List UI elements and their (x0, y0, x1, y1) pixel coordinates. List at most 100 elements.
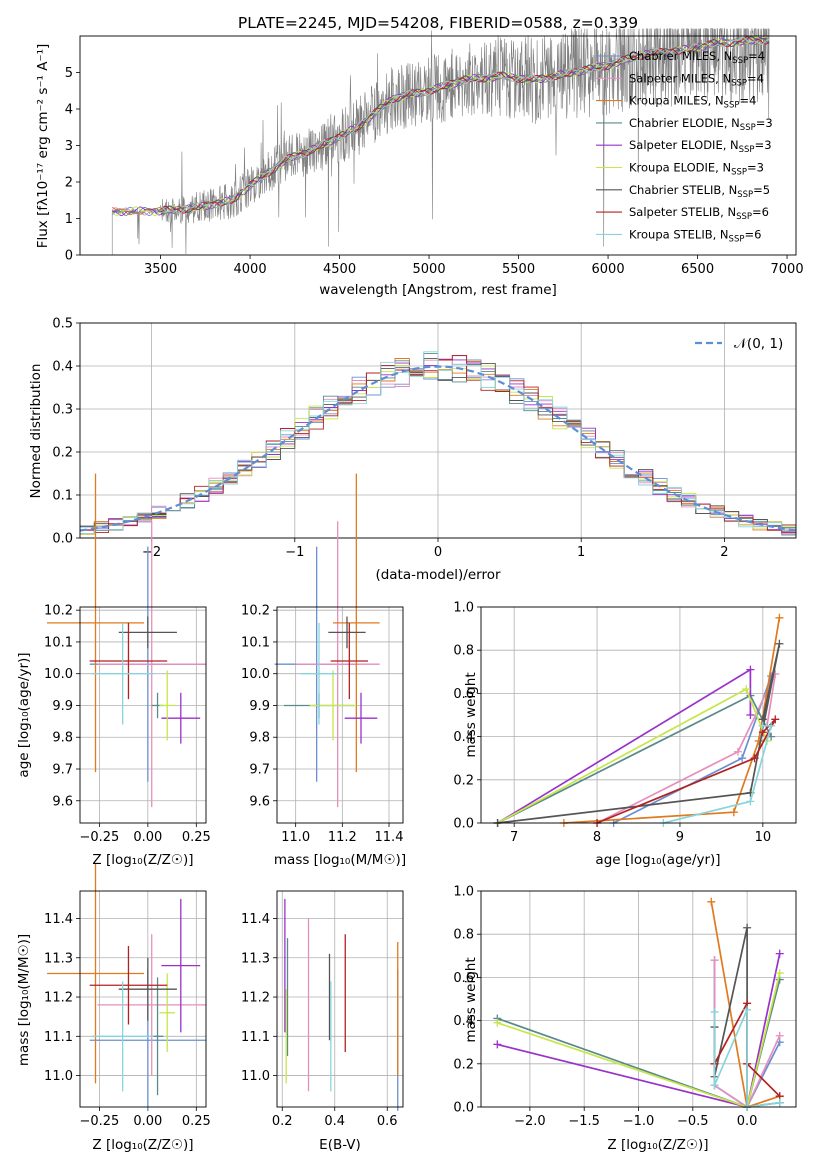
legend-entry: Chabrier MILES, NSSP=4 (629, 49, 765, 66)
y-tick-label: 0.0 (453, 1101, 474, 1116)
weight-marker (754, 736, 763, 745)
x-tick-label: 4500 (323, 262, 356, 277)
plot-area (274, 473, 380, 808)
agez-xlabel: Z [log₁₀(Z/Z☉)] (92, 852, 193, 868)
axes-frame (79, 322, 797, 539)
y-tick-label: 11.0 (241, 1069, 270, 1084)
grid (80, 891, 206, 1107)
y-tick-label: 0.2 (453, 773, 474, 788)
wz-ylabel: mass weight (463, 957, 479, 1042)
x-tick-label: 11.4 (375, 830, 404, 845)
y-tick-label: 11.2 (241, 991, 270, 1006)
masse-xlabel: E(B-V) (319, 1137, 361, 1153)
axes-frame (480, 890, 797, 1108)
x-tick-label: 11.2 (328, 830, 357, 845)
weight-marker (775, 639, 784, 648)
weight-marker (775, 1098, 784, 1107)
weight-marker (707, 897, 716, 906)
weight-marker (771, 715, 780, 724)
weight-marker (493, 1018, 502, 1027)
axes-frame (276, 606, 404, 824)
y-tick-label: 9.9 (52, 699, 73, 714)
x-tick-label: 0.25 (182, 1114, 211, 1129)
y-tick-label: 11.3 (44, 951, 73, 966)
spectrum-xlabel: wavelength [Angstrom, rest frame] (319, 282, 557, 298)
weight-marker (710, 1007, 719, 1016)
y-tick-label: 0.8 (453, 928, 474, 943)
weight-marker (750, 754, 759, 763)
legend-entry: Salpeter MILES, NSSP=4 (629, 71, 764, 88)
weight-marker (742, 685, 751, 694)
y-tick-label: 0.6 (453, 687, 474, 702)
agez-ylabel: age [log₁₀(age/yr)] (16, 652, 32, 777)
plot-area (284, 898, 399, 1111)
weight-marker (733, 747, 742, 756)
model-kroupa-elodie (111, 36, 769, 216)
y-tick-label: 0 (65, 249, 73, 264)
weight-line (497, 668, 752, 824)
x-tick-label: 0.4 (324, 1114, 345, 1129)
y-tick-label: 0.2 (52, 446, 73, 461)
y-tick-label: 4 (65, 103, 73, 118)
weight-marker (746, 711, 755, 719)
weight-marker (710, 956, 719, 965)
y-tick-label: 9.9 (249, 699, 270, 714)
plot-area: 𝒩(0, 1) (79, 336, 797, 536)
x-tick-label: −0.25 (79, 1114, 119, 1129)
y-tick-label: 0.5 (52, 317, 73, 332)
y-tick-label: 10.0 (241, 667, 270, 682)
age-vs-z-panel: −0.25 0.00 0.25 9.6 9.7 9.8 9.9 10.0 10.1 10.2 (44, 473, 211, 845)
x-tick-label: −1.0 (623, 1114, 655, 1129)
y-tick-label: 10.2 (241, 604, 270, 619)
y-tick-label: 0.3 (52, 403, 73, 418)
x-tick-label: 6000 (592, 262, 625, 277)
x-tick-label: 3500 (144, 262, 177, 277)
y-tick-label: 0.0 (52, 532, 73, 547)
axes-frame (79, 35, 797, 256)
histogram-ylabel: Normed distribution (28, 364, 44, 499)
y-tick-label: 0.1 (52, 489, 73, 504)
y-tick-label: 9.7 (52, 763, 73, 778)
axes-frame (276, 890, 404, 1108)
x-tick-label: 8 (593, 830, 601, 845)
y-tick-label: 9.6 (249, 794, 270, 809)
y-tick-label: 2 (65, 176, 73, 191)
weight-line (563, 617, 781, 824)
x-tick-label: −0.25 (79, 830, 119, 845)
y-tick-label: 5 (65, 66, 73, 81)
legend-entry: Kroupa STELIB, NSSP=6 (629, 227, 761, 244)
y-tick-label: 9.8 (249, 731, 270, 746)
x-tick-label: 5500 (502, 262, 535, 277)
weight-marker (738, 754, 747, 763)
y-tick-label: 3 (65, 139, 73, 154)
histogram-xlabel: (data-model)/error (375, 567, 501, 583)
weight-line (663, 724, 773, 824)
grid (80, 607, 206, 823)
plot-area (47, 473, 206, 808)
weight-marker (775, 613, 784, 622)
model-chabrier-stelib (160, 36, 770, 213)
x-tick-label: 0.0 (737, 1114, 758, 1129)
axes-frame (79, 606, 207, 824)
y-tick-label: 1.0 (453, 601, 474, 616)
y-tick-label: 0.6 (453, 971, 474, 986)
legend-entry: Kroupa MILES, NSSP=4 (629, 94, 756, 111)
weight-marker (493, 1040, 502, 1049)
wz-xlabel: Z [log₁₀(Z/Z☉)] (607, 1137, 708, 1153)
weight-vs-age-panel: 7 8 9 10 0.0 0.2 0.4 0.6 0.8 1.0 (453, 601, 797, 845)
weight-marker (767, 721, 776, 730)
x-tick-label: −0.5 (677, 1114, 709, 1129)
model-kroupa-miles (111, 37, 769, 216)
x-tick-label: 6500 (681, 262, 714, 277)
x-tick-label: 0.00 (133, 1114, 162, 1129)
y-tick-label: 11.2 (44, 991, 73, 1006)
weight-marker (775, 949, 784, 958)
x-tick-label: 4000 (234, 262, 267, 277)
normal-curve (79, 365, 797, 532)
mass-vs-z-panel: −0.25 0.00 0.25 11.0 11.1 11.2 11.3 11.4 (44, 863, 211, 1129)
x-tick-label: 0.6 (377, 1114, 398, 1129)
y-tick-label: 11.4 (44, 912, 73, 927)
wage-xlabel: age [log₁₀(age/yr)] (595, 852, 720, 868)
x-tick-label: 1 (577, 545, 585, 560)
age-vs-mass-panel: 11.0 11.2 11.4 9.6 9.7 9.8 9.9 10.0 10.1 10.2 (241, 473, 404, 845)
